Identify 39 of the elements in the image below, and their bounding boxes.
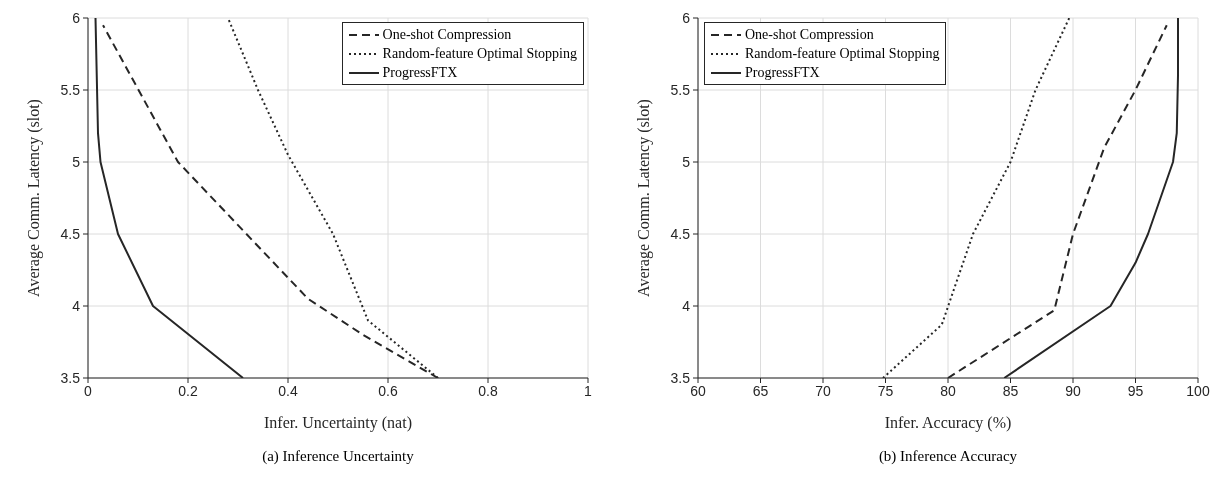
x-tick-label: 80 [940,382,956,399]
x-tick-label: 0.2 [178,382,198,399]
x-tick-label: 85 [1002,382,1019,399]
x-axis-title: Infer. Uncertainty (nat) [264,414,412,432]
y-tick-label: 3.5 [670,369,691,386]
x-tick-label: 1 [584,382,593,399]
x-tick-label: 0.8 [478,382,498,399]
x-tick-label: 75 [877,382,894,399]
y-tick-label: 3.5 [60,369,81,386]
legend-label: One-shot Compression [745,26,874,44]
legend-label: ProgressFTX [382,64,458,82]
y-tick-label: 4.5 [670,225,691,242]
x-tick-label: 60 [690,382,706,399]
x-tick-label: 70 [815,382,831,399]
x-tick-label: 90 [1065,382,1081,399]
x-tick-label: 0.4 [278,382,298,399]
y-tick-label: 5.5 [670,81,691,98]
y-axis-title: Average Comm. Latency (slot) [24,99,43,297]
x-tick-label: 65 [752,382,769,399]
y-tick-label: 6 [72,9,81,26]
legend-label: Random-feature Optimal Stopping [382,45,577,63]
x-axis-title: Infer. Accuracy (%) [884,414,1012,432]
y-tick-label: 5 [682,153,691,170]
y-axis-title: Average Comm. Latency (slot) [634,99,653,297]
y-tick-label: 4 [72,297,81,314]
y-tick-label: 4.5 [60,225,81,242]
y-tick-label: 6 [682,9,691,26]
y-tick-label: 5 [72,153,81,170]
y-tick-label: 5.5 [60,81,81,98]
legend-label: One-shot Compression [382,26,512,44]
x-tick-label: 0 [84,382,93,399]
legend-label: ProgressFTX [745,64,820,82]
legend-label: Random-feature Optimal Stopping [745,45,940,63]
x-tick-label: 95 [1127,382,1144,399]
text: (a) Inference Uncertainty [261,448,415,465]
text: (b) Inference Accuracy [877,448,1019,465]
y-tick-label: 4 [682,297,691,314]
x-tick-label: 100 [1186,382,1210,399]
x-tick-label: 0.6 [378,382,398,399]
